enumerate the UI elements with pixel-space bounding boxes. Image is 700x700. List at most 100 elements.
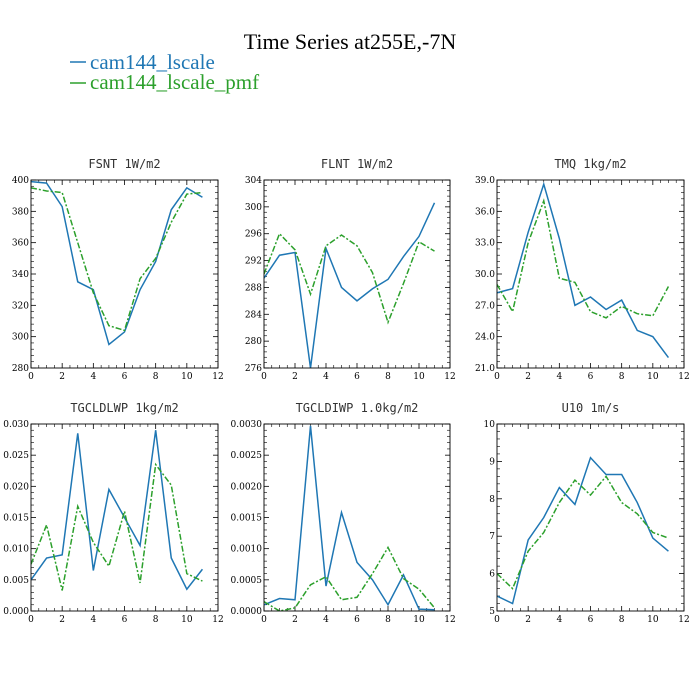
x-tick-label: 2 (292, 615, 298, 625)
y-tick-label: 24.0 (475, 333, 495, 343)
y-tick-label: 400 (12, 176, 29, 186)
x-tick-label: 12 (678, 615, 689, 625)
x-tick-label: 2 (59, 615, 65, 625)
y-tick-label: 304 (245, 176, 262, 186)
x-tick-label: 0 (28, 372, 34, 382)
y-tick-label: 292 (245, 257, 262, 267)
y-tick-label: 0.0000 (231, 607, 263, 617)
y-tick-label: 0.005 (3, 576, 29, 586)
series-line-cam144-lscale (497, 456, 669, 605)
x-tick-label: 8 (153, 615, 159, 625)
y-tick-label: 6 (489, 570, 495, 580)
x-tick-label: 2 (525, 615, 531, 625)
panel-1: FSNT 1W/m2 0 2 4 6 8 10 12 280 300 320 340 360 380 400 (12, 157, 224, 382)
x-tick-label: 4 (323, 372, 329, 382)
panel-frame (30, 179, 219, 369)
x-tick-label: 0 (261, 372, 267, 382)
x-tick-label: 6 (588, 372, 594, 382)
legend-label-cam144-lscale: cam144_lscale (90, 50, 215, 74)
y-tick-label: 27.0 (475, 301, 495, 311)
series-line-cam144-lscale-pmf (264, 232, 435, 325)
y-tick-label: 0.0030 (231, 420, 263, 430)
x-tick-label: 0 (261, 615, 267, 625)
panel-2: FLNT 1W/m2 0 2 4 6 8 10 12 276 280 284 288 292 296 300… (245, 157, 456, 382)
x-tick-label: 8 (385, 615, 391, 625)
panels: FSNT 1W/m20 2 4 6 8 10 12280300320340360380400… (3, 157, 689, 625)
x-tick-label: 10 (647, 372, 659, 382)
panel-frame (496, 179, 685, 369)
x-tick-label: 8 (619, 372, 625, 382)
x-tick-label: 6 (354, 615, 360, 625)
y-tick-label: 280 (12, 364, 29, 374)
y-tick-label: 0.015 (3, 514, 29, 524)
panel-title: TMQ 1kg/m2 (554, 157, 626, 171)
x-tick-label: 2 (292, 372, 298, 382)
y-tick-label: 0.025 (3, 451, 29, 461)
y-tick-label: 296 (245, 230, 262, 240)
panel-title: TGCLDLWP 1kg/m2 (70, 401, 178, 415)
figure-title: Time Series at255E,-7N (244, 29, 457, 54)
x-tick-label: 12 (212, 615, 223, 625)
x-tick-label: 12 (444, 615, 455, 625)
x-tick-label: 0 (28, 615, 34, 625)
panel-title: TGCLDIWP 1.0kg/m2 (296, 401, 419, 415)
x-tick-label: 10 (413, 615, 425, 625)
x-tick-label: 4 (323, 615, 329, 625)
series-line-cam144-lscale-pmf (497, 475, 669, 590)
series-line-cam144-lscale (31, 430, 204, 591)
panel-4: TGCLDLWP 1kg/m2 0 2 4 6 8 10 12 0.000 0.005 0.010 0… (3, 401, 223, 625)
x-tick-label: 4 (556, 615, 562, 625)
y-tick-label: 0.0005 (231, 576, 263, 586)
panel-3: TMQ 1kg/m2 0 2 4 6 8 10 12 21.0 24.0 27.0 30.0 33.0 3… (475, 157, 690, 382)
y-tick-label: 8 (489, 495, 495, 505)
x-tick-label: 4 (90, 372, 96, 382)
series-line-cam144-lscale (31, 180, 203, 346)
y-tick-label: 0.0025 (231, 451, 263, 461)
x-tick-label: 10 (413, 372, 425, 382)
y-tick-label: 21.0 (475, 364, 495, 374)
x-tick-label: 10 (181, 615, 193, 625)
legend-label-cam144-lscale-pmf: cam144_lscale_pmf (90, 70, 259, 94)
x-tick-label: 6 (122, 615, 128, 625)
y-tick-label: 380 (12, 207, 29, 217)
y-tick-label: 0.0020 (231, 482, 263, 492)
x-tick-label: 8 (619, 615, 625, 625)
panel-title: FLNT 1W/m2 (321, 157, 393, 171)
panel-frame (263, 423, 451, 612)
y-tick-label: 10 (484, 420, 496, 430)
series-line-cam144-lscale (497, 181, 670, 359)
series-line-cam144-lscale (264, 425, 435, 611)
x-tick-label: 12 (212, 372, 223, 382)
y-tick-label: 0.020 (3, 482, 29, 492)
series-line-cam144-lscale-pmf (31, 187, 203, 332)
x-tick-label: 8 (385, 372, 391, 382)
x-tick-label: 6 (354, 372, 360, 382)
series-line-cam144-lscale (264, 202, 436, 368)
x-tick-label: 10 (647, 615, 659, 625)
y-tick-label: 276 (245, 364, 262, 374)
y-tick-label: 0.0015 (231, 514, 263, 524)
x-tick-label: 10 (181, 372, 193, 382)
y-tick-label: 0.000 (3, 607, 29, 617)
x-tick-label: 12 (678, 372, 689, 382)
y-tick-label: 33.0 (475, 239, 495, 249)
panel-frame (263, 179, 451, 369)
x-tick-label: 8 (153, 372, 159, 382)
y-tick-label: 0.0010 (231, 545, 263, 555)
y-tick-label: 284 (245, 310, 262, 320)
series-line-cam144-lscale-pmf (264, 545, 436, 611)
x-tick-label: 4 (90, 615, 96, 625)
y-tick-label: 300 (12, 333, 29, 343)
x-tick-label: 0 (494, 372, 500, 382)
panel-title: FSNT 1W/m2 (88, 157, 160, 171)
x-tick-label: 12 (444, 372, 455, 382)
legend: cam144_lscale cam144_lscale_pmf (70, 50, 259, 94)
x-tick-label: 2 (525, 372, 531, 382)
x-tick-label: 0 (494, 615, 500, 625)
y-tick-label: 300 (245, 203, 262, 213)
y-tick-label: 340 (12, 270, 29, 280)
x-tick-label: 2 (59, 372, 65, 382)
y-tick-label: 288 (245, 283, 262, 293)
panel-frame (30, 423, 219, 612)
y-tick-label: 9 (489, 457, 495, 467)
